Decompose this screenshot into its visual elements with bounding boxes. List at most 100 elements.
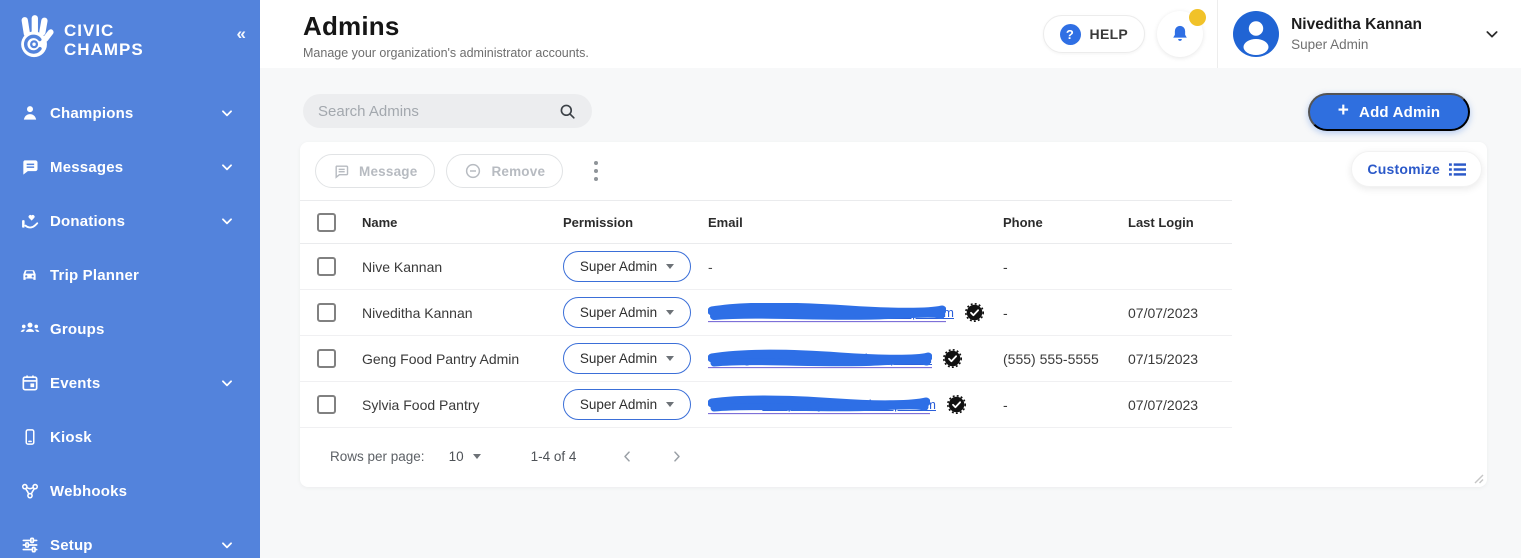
- verified-badge-icon: [965, 303, 984, 322]
- row-checkbox[interactable]: [317, 349, 336, 368]
- logo-row: CIVIC CHAMPS «: [0, 0, 260, 70]
- more-options-button[interactable]: [585, 156, 607, 186]
- people-icon: [18, 318, 41, 340]
- select-all-checkbox[interactable]: [317, 212, 336, 232]
- smartphone-icon: [18, 426, 41, 448]
- list-icon: [1449, 162, 1466, 176]
- sidebar-collapse-button[interactable]: «: [236, 24, 247, 43]
- sidebar-item-kiosk[interactable]: Kiosk: [0, 410, 260, 464]
- table-row: Sylvia Food Pantry Super Admin foodpantr…: [300, 382, 1232, 428]
- table-row: Niveditha Kannan Super Admin @civicchamp…: [300, 290, 1232, 336]
- page-subtitle: Manage your organization's administrator…: [303, 46, 589, 60]
- row-checkbox[interactable]: [317, 303, 336, 322]
- chevron-down-icon: [220, 160, 234, 174]
- user-menu[interactable]: Niveditha Kannan Super Admin: [1291, 16, 1422, 52]
- chevron-down-icon: [220, 106, 234, 120]
- permission-value: Super Admin: [579, 351, 658, 366]
- avatar[interactable]: [1233, 11, 1280, 57]
- admin-email-link[interactable]: geng+foodpantry@civicchamps.com: [708, 349, 934, 369]
- sidebar-item-donations[interactable]: Donations: [0, 194, 260, 248]
- permission-dropdown[interactable]: Super Admin: [563, 251, 691, 282]
- user-menu-chevron-icon[interactable]: [1484, 26, 1500, 42]
- rows-per-page-select[interactable]: 10: [449, 449, 481, 464]
- resize-handle[interactable]: [1473, 473, 1484, 484]
- sidebar-item-groups[interactable]: Groups: [0, 302, 260, 356]
- page-range-label: 1-4 of 4: [530, 448, 577, 464]
- sidebar-item-label: Groups: [50, 320, 105, 338]
- search-input[interactable]: [318, 102, 558, 120]
- redaction-scribble: [708, 349, 932, 368]
- admin-email-link[interactable]: @civicchamps.com: [708, 302, 956, 323]
- sidebar-item-events[interactable]: Events: [0, 356, 260, 410]
- admin-phone: -: [1003, 396, 1008, 413]
- caret-down-icon: [666, 264, 675, 269]
- user-role: Super Admin: [1291, 37, 1369, 52]
- search-admins-box: [303, 94, 592, 128]
- search-icon: [560, 104, 575, 119]
- minus-circle-icon: [466, 163, 481, 179]
- help-button[interactable]: ? HELP: [1042, 15, 1146, 53]
- header-divider: [1217, 0, 1219, 68]
- admin-email: -: [708, 258, 713, 275]
- civic-champs-logo-icon: [21, 15, 54, 58]
- column-header-permission[interactable]: Permission: [563, 214, 634, 230]
- hand-heart-icon: [18, 210, 41, 232]
- admin-email-link[interactable]: foodpantry@civicchamps.com: [708, 394, 938, 415]
- caret-down-icon: [472, 453, 481, 459]
- sidebar-item-trip-planner[interactable]: Trip Planner: [0, 248, 260, 302]
- webhook-icon: [18, 480, 41, 502]
- admin-last-login: 07/15/2023: [1128, 350, 1199, 367]
- column-header-phone[interactable]: Phone: [1003, 214, 1043, 230]
- logo-wordmark: CIVIC CHAMPS: [64, 21, 144, 59]
- admin-phone: (555) 555-5555: [1003, 350, 1099, 367]
- row-checkbox[interactable]: [317, 257, 336, 276]
- permission-dropdown[interactable]: Super Admin: [563, 389, 691, 420]
- sidebar-item-webhooks[interactable]: Webhooks: [0, 464, 260, 518]
- message-button[interactable]: Message: [315, 154, 436, 188]
- table-header-row: Name Permission Email Phone Last Login: [300, 201, 1232, 244]
- pagination: Rows per page: 10 1-4 of 4: [300, 428, 1232, 484]
- sidebar: CIVIC CHAMPS « Champions Messages: [0, 0, 260, 558]
- redaction-scribble: [708, 302, 946, 322]
- permission-dropdown[interactable]: Super Admin: [563, 297, 691, 328]
- message-label: Message: [359, 163, 418, 179]
- remove-button[interactable]: Remove: [446, 154, 564, 188]
- help-label: HELP: [1089, 26, 1129, 42]
- previous-page-button[interactable]: [620, 449, 635, 464]
- verified-badge-icon: [947, 395, 966, 414]
- column-header-last-login[interactable]: Last Login: [1128, 214, 1194, 230]
- next-page-button[interactable]: [669, 449, 684, 464]
- table-toolbar: Message Remove: [300, 142, 1232, 201]
- chevron-down-icon: [220, 214, 234, 228]
- sidebar-item-champions[interactable]: Champions: [0, 86, 260, 140]
- bell-icon: [1173, 25, 1187, 41]
- column-header-name[interactable]: Name: [362, 214, 398, 230]
- admin-name: Geng Food Pantry Admin: [362, 350, 520, 367]
- question-mark-icon: ?: [1059, 23, 1081, 45]
- caret-down-icon: [666, 310, 675, 315]
- caret-down-icon: [666, 356, 675, 361]
- sidebar-item-label: Trip Planner: [50, 266, 140, 284]
- sidebar-item-label: Donations: [50, 212, 126, 230]
- admin-last-login: 07/07/2023: [1128, 304, 1199, 321]
- user-name: Niveditha Kannan: [1291, 16, 1422, 33]
- sidebar-item-setup[interactable]: Setup: [0, 518, 260, 558]
- sidebar-item-label: Kiosk: [50, 428, 92, 446]
- sidebar-item-messages[interactable]: Messages: [0, 140, 260, 194]
- notifications-button[interactable]: [1157, 9, 1207, 57]
- permission-value: Super Admin: [579, 397, 658, 412]
- admin-last-login: 07/07/2023: [1128, 396, 1199, 413]
- permission-value: Super Admin: [579, 305, 658, 320]
- row-checkbox[interactable]: [317, 395, 336, 414]
- sidebar-item-label: Messages: [50, 158, 124, 176]
- chevron-down-icon: [220, 376, 234, 390]
- add-admin-button[interactable]: + Add Admin: [1308, 93, 1470, 131]
- car-icon: [18, 264, 41, 286]
- topbar: Admins Manage your organization's admini…: [260, 0, 1521, 68]
- admin-name: Niveditha Kannan: [362, 304, 473, 321]
- column-header-email[interactable]: Email: [708, 214, 743, 230]
- customize-button[interactable]: Customize: [1351, 151, 1482, 187]
- permission-dropdown[interactable]: Super Admin: [563, 343, 691, 374]
- redaction-scribble: [708, 394, 930, 414]
